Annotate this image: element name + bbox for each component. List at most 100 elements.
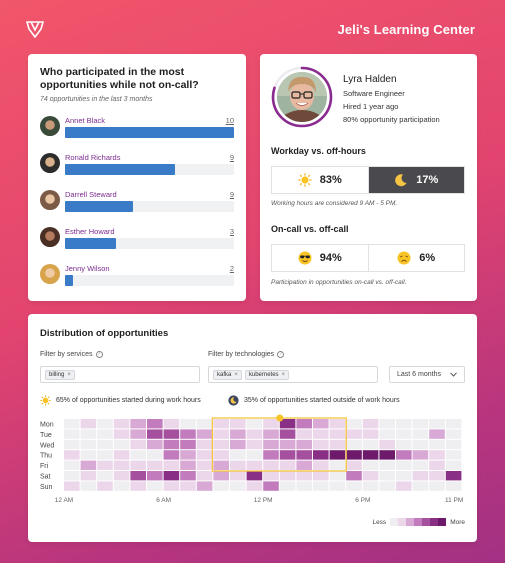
heatmap-cell[interactable] [130, 429, 146, 439]
heatmap-cell[interactable] [379, 450, 395, 460]
heatmap-cell[interactable] [445, 450, 462, 460]
heatmap-cell[interactable] [362, 460, 379, 470]
heatmap-cell[interactable] [379, 471, 395, 481]
heatmap-cell[interactable] [130, 460, 146, 470]
heatmap-cell[interactable] [246, 439, 263, 450]
heatmap-cell[interactable] [445, 460, 462, 470]
heatmap-cell[interactable] [80, 471, 97, 481]
heatmap-cell[interactable] [246, 429, 263, 439]
chip-remove-icon[interactable]: × [234, 371, 238, 378]
heatmap-cell[interactable] [196, 471, 213, 481]
heatmap-cell[interactable] [64, 439, 80, 450]
heatmap-cell[interactable] [346, 471, 362, 481]
heatmap-cell[interactable] [213, 481, 229, 491]
heatmap-cell[interactable] [396, 471, 412, 481]
heatmap-cell[interactable] [246, 471, 263, 481]
chip-remove-icon[interactable]: × [281, 371, 286, 378]
heatmap-cell[interactable] [263, 429, 279, 439]
heatmap-cell[interactable] [246, 419, 263, 429]
heatmap-cell[interactable] [213, 429, 229, 439]
heatmap-cell[interactable] [329, 439, 346, 450]
date-range-select[interactable]: Last 6 months [389, 366, 465, 383]
heatmap-cell[interactable] [80, 481, 97, 491]
heatmap-cell[interactable] [313, 439, 329, 450]
heatmap-cell[interactable] [196, 460, 213, 470]
heatmap-cell[interactable] [80, 439, 97, 450]
heatmap-cell[interactable] [130, 450, 146, 460]
heatmap-cell[interactable] [163, 471, 180, 481]
heatmap-cell[interactable] [64, 460, 80, 470]
heatmap-cell[interactable] [113, 439, 130, 450]
heatmap-cell[interactable] [379, 419, 395, 429]
heatmap-cell[interactable] [412, 471, 429, 481]
heatmap-cell[interactable] [163, 429, 180, 439]
heatmap-cell[interactable] [263, 471, 279, 481]
heatmap-cell[interactable] [279, 429, 296, 439]
participant-name[interactable]: Ronald Richards [65, 153, 121, 162]
heatmap-cell[interactable] [313, 460, 329, 470]
heatmap-cell[interactable] [279, 439, 296, 450]
heatmap-cell[interactable] [362, 429, 379, 439]
heatmap-cell[interactable] [97, 450, 113, 460]
heatmap-cell[interactable] [113, 460, 130, 470]
heatmap-cell[interactable] [313, 429, 329, 439]
heatmap-cell[interactable] [396, 439, 412, 450]
heatmap-cell[interactable] [362, 471, 379, 481]
heatmap-cell[interactable] [412, 460, 429, 470]
heatmap-cell[interactable] [346, 419, 362, 429]
heatmap-cell[interactable] [396, 419, 412, 429]
heatmap-cell[interactable] [329, 419, 346, 429]
heatmap-cell[interactable] [412, 419, 429, 429]
heatmap-cell[interactable] [246, 481, 263, 491]
heatmap-cell[interactable] [429, 481, 445, 491]
heatmap-cell[interactable] [329, 460, 346, 470]
heatmap-cell[interactable] [180, 429, 196, 439]
heatmap-cell[interactable] [296, 460, 312, 470]
heatmap-cell[interactable] [329, 429, 346, 439]
heatmap-cell[interactable] [80, 450, 97, 460]
heatmap-cell[interactable] [445, 439, 462, 450]
heatmap-cell[interactable] [346, 460, 362, 470]
heatmap-cell[interactable] [130, 471, 146, 481]
heatmap-cell[interactable] [230, 450, 246, 460]
heatmap-cell[interactable] [147, 471, 163, 481]
heatmap-cell[interactable] [313, 471, 329, 481]
heatmap-cell[interactable] [196, 429, 213, 439]
heatmap-cell[interactable] [80, 419, 97, 429]
heatmap-cell[interactable] [429, 471, 445, 481]
heatmap-cell[interactable] [196, 481, 213, 491]
heatmap-cell[interactable] [296, 471, 312, 481]
participant-name[interactable]: Annet Black [65, 116, 106, 125]
tech-chip[interactable]: kafka × [213, 369, 242, 380]
heatmap-cell[interactable] [147, 450, 163, 460]
heatmap-cell[interactable] [396, 481, 412, 491]
participant-row[interactable]: Darrell Steward 9 [40, 190, 234, 216]
heatmap-cell[interactable] [279, 481, 296, 491]
heatmap-cell[interactable] [147, 460, 163, 470]
heatmap-cell[interactable] [279, 450, 296, 460]
heatmap-cell[interactable] [263, 439, 279, 450]
heatmap-cell[interactable] [230, 471, 246, 481]
heatmap-cell[interactable] [113, 450, 130, 460]
heatmap-cell[interactable] [296, 429, 312, 439]
heatmap-cell[interactable] [362, 450, 379, 460]
heatmap-cell[interactable] [113, 419, 130, 429]
heatmap-cell[interactable] [412, 439, 429, 450]
heatmap-cell[interactable] [163, 439, 180, 450]
heatmap-cell[interactable] [196, 439, 213, 450]
heatmap-cell[interactable] [396, 450, 412, 460]
heatmap-cell[interactable] [230, 429, 246, 439]
heatmap-cell[interactable] [445, 419, 462, 429]
heatmap-cell[interactable] [246, 450, 263, 460]
heatmap-cell[interactable] [64, 450, 80, 460]
heatmap-cell[interactable] [130, 419, 146, 429]
help-icon[interactable]: ? [95, 351, 103, 358]
participant-name[interactable]: Darrell Steward [65, 190, 117, 199]
heatmap-cell[interactable] [97, 429, 113, 439]
heatmap-cell[interactable] [379, 429, 395, 439]
heatmap-cell[interactable] [429, 450, 445, 460]
heatmap-cell[interactable] [412, 450, 429, 460]
heatmap-cell[interactable] [379, 460, 395, 470]
heatmap-cell[interactable] [296, 419, 312, 429]
heatmap-cell[interactable] [429, 419, 445, 429]
